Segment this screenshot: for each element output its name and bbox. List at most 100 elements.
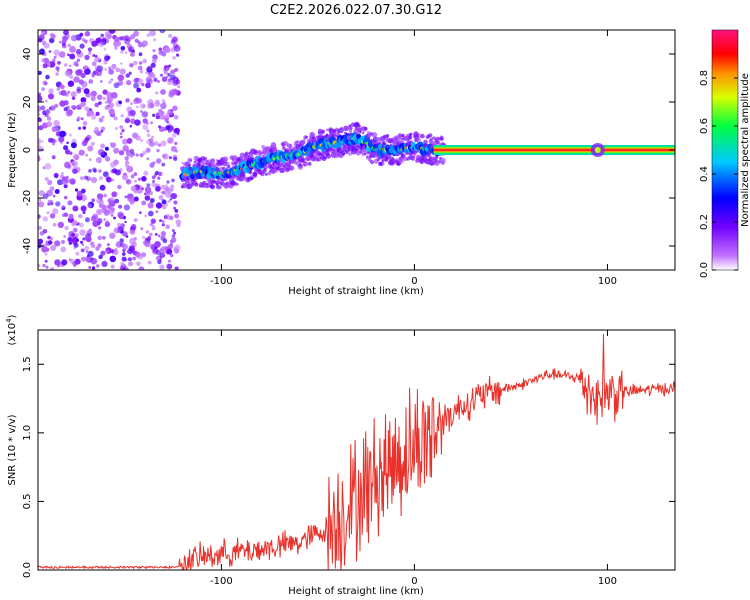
track-halo xyxy=(408,136,411,139)
track-halo xyxy=(220,178,225,183)
noise-dot xyxy=(119,68,126,75)
snr-ytick-label: 0.0 xyxy=(22,562,33,578)
noise-dot xyxy=(63,39,67,43)
noise-dot xyxy=(40,105,46,111)
noise-dot xyxy=(133,82,140,89)
signal-track xyxy=(179,121,675,190)
noise-dot xyxy=(130,102,133,105)
noise-dot xyxy=(102,37,107,42)
noise-dot xyxy=(98,117,104,123)
noise-dot xyxy=(47,93,55,100)
noise-dot xyxy=(42,193,49,199)
track-halo xyxy=(340,126,343,130)
stable-band xyxy=(433,149,675,151)
noise-dot xyxy=(81,38,86,42)
noise-dot xyxy=(65,109,73,117)
spectrogram-xtick-label: 0 xyxy=(411,276,417,287)
noise-dot xyxy=(129,153,134,158)
track-halo xyxy=(305,135,309,139)
noise-dot xyxy=(80,240,83,244)
track-halo xyxy=(334,134,338,138)
noise-dot xyxy=(166,263,173,270)
noise-dot xyxy=(53,120,60,127)
noise-dot xyxy=(98,226,102,230)
noise-dot xyxy=(109,255,117,263)
noise-dot xyxy=(175,219,182,225)
noise-dot xyxy=(53,55,57,59)
noise-dot xyxy=(80,117,84,121)
noise-dot xyxy=(159,248,163,251)
noise-dot xyxy=(98,254,103,260)
track-halo xyxy=(325,153,331,159)
noise-dot xyxy=(168,130,171,133)
noise-dot xyxy=(110,161,117,168)
noise-dot xyxy=(119,135,123,139)
noise-dot xyxy=(57,179,63,186)
spectrogram-ticks: -100 0 100 -40 -20 0 20 40 xyxy=(22,30,675,287)
colorbar-tick-label: 0.8 xyxy=(699,70,710,86)
track-halo xyxy=(436,140,440,145)
noise-dot xyxy=(161,99,166,103)
noise-dot xyxy=(113,216,116,220)
track-halo xyxy=(189,184,193,188)
noise-dot xyxy=(75,251,80,256)
noise-dot xyxy=(84,54,90,61)
noise-dot xyxy=(161,232,166,236)
noise-dot xyxy=(68,213,74,219)
noise-dot xyxy=(104,100,108,104)
noise-dot xyxy=(140,227,144,231)
noise-dot xyxy=(78,126,82,130)
noise-dot xyxy=(158,125,161,129)
noise-dot xyxy=(160,191,163,194)
noise-dot xyxy=(57,61,61,65)
noise-dot xyxy=(151,135,155,139)
noise-dot xyxy=(102,236,106,240)
noise-dot xyxy=(174,266,179,270)
noise-dot xyxy=(155,210,159,214)
noise-dot xyxy=(167,259,171,263)
noise-dot xyxy=(90,176,98,184)
track-halo xyxy=(264,173,268,176)
noise-dot xyxy=(108,102,114,109)
noise-dot xyxy=(159,114,166,120)
noise-dot xyxy=(176,53,180,57)
noise-dot xyxy=(147,260,152,265)
noise-dot xyxy=(110,214,114,217)
noise-dot xyxy=(72,153,80,160)
track-halo xyxy=(360,146,363,150)
noise-dot xyxy=(102,89,108,95)
noise-dot xyxy=(49,186,55,192)
noise-dot xyxy=(46,211,50,215)
noise-dot xyxy=(53,49,60,56)
noise-dot xyxy=(171,229,175,233)
noise-dot xyxy=(72,227,78,233)
noise-dot xyxy=(67,43,71,47)
noise-dot xyxy=(42,63,48,69)
snr-multiplier: (x104) xyxy=(5,314,18,345)
noise-dot xyxy=(172,56,176,60)
track-halo xyxy=(272,170,275,174)
noise-dot xyxy=(38,48,45,55)
noise-dot xyxy=(114,36,120,43)
noise-dot xyxy=(136,87,142,93)
noise-dot xyxy=(64,225,69,231)
noise-dot xyxy=(73,76,80,83)
noise-dot xyxy=(41,140,44,143)
noise-dot xyxy=(116,222,122,227)
noise-dot xyxy=(168,137,174,142)
noise-dot xyxy=(169,253,174,258)
noise-dot xyxy=(74,188,79,192)
noise-dot xyxy=(173,157,178,161)
noise-dot xyxy=(105,249,109,254)
track-halo xyxy=(357,124,361,128)
noise-dot xyxy=(143,170,149,176)
noise-dot xyxy=(139,110,143,113)
noise-dot xyxy=(118,100,122,105)
noise-dot xyxy=(156,148,160,153)
noise-dot xyxy=(162,205,167,210)
noise-dot xyxy=(100,33,104,38)
snr-line-group xyxy=(38,334,675,570)
noise-dot xyxy=(166,248,173,255)
noise-dot xyxy=(61,213,66,218)
noise-dot xyxy=(145,230,149,234)
